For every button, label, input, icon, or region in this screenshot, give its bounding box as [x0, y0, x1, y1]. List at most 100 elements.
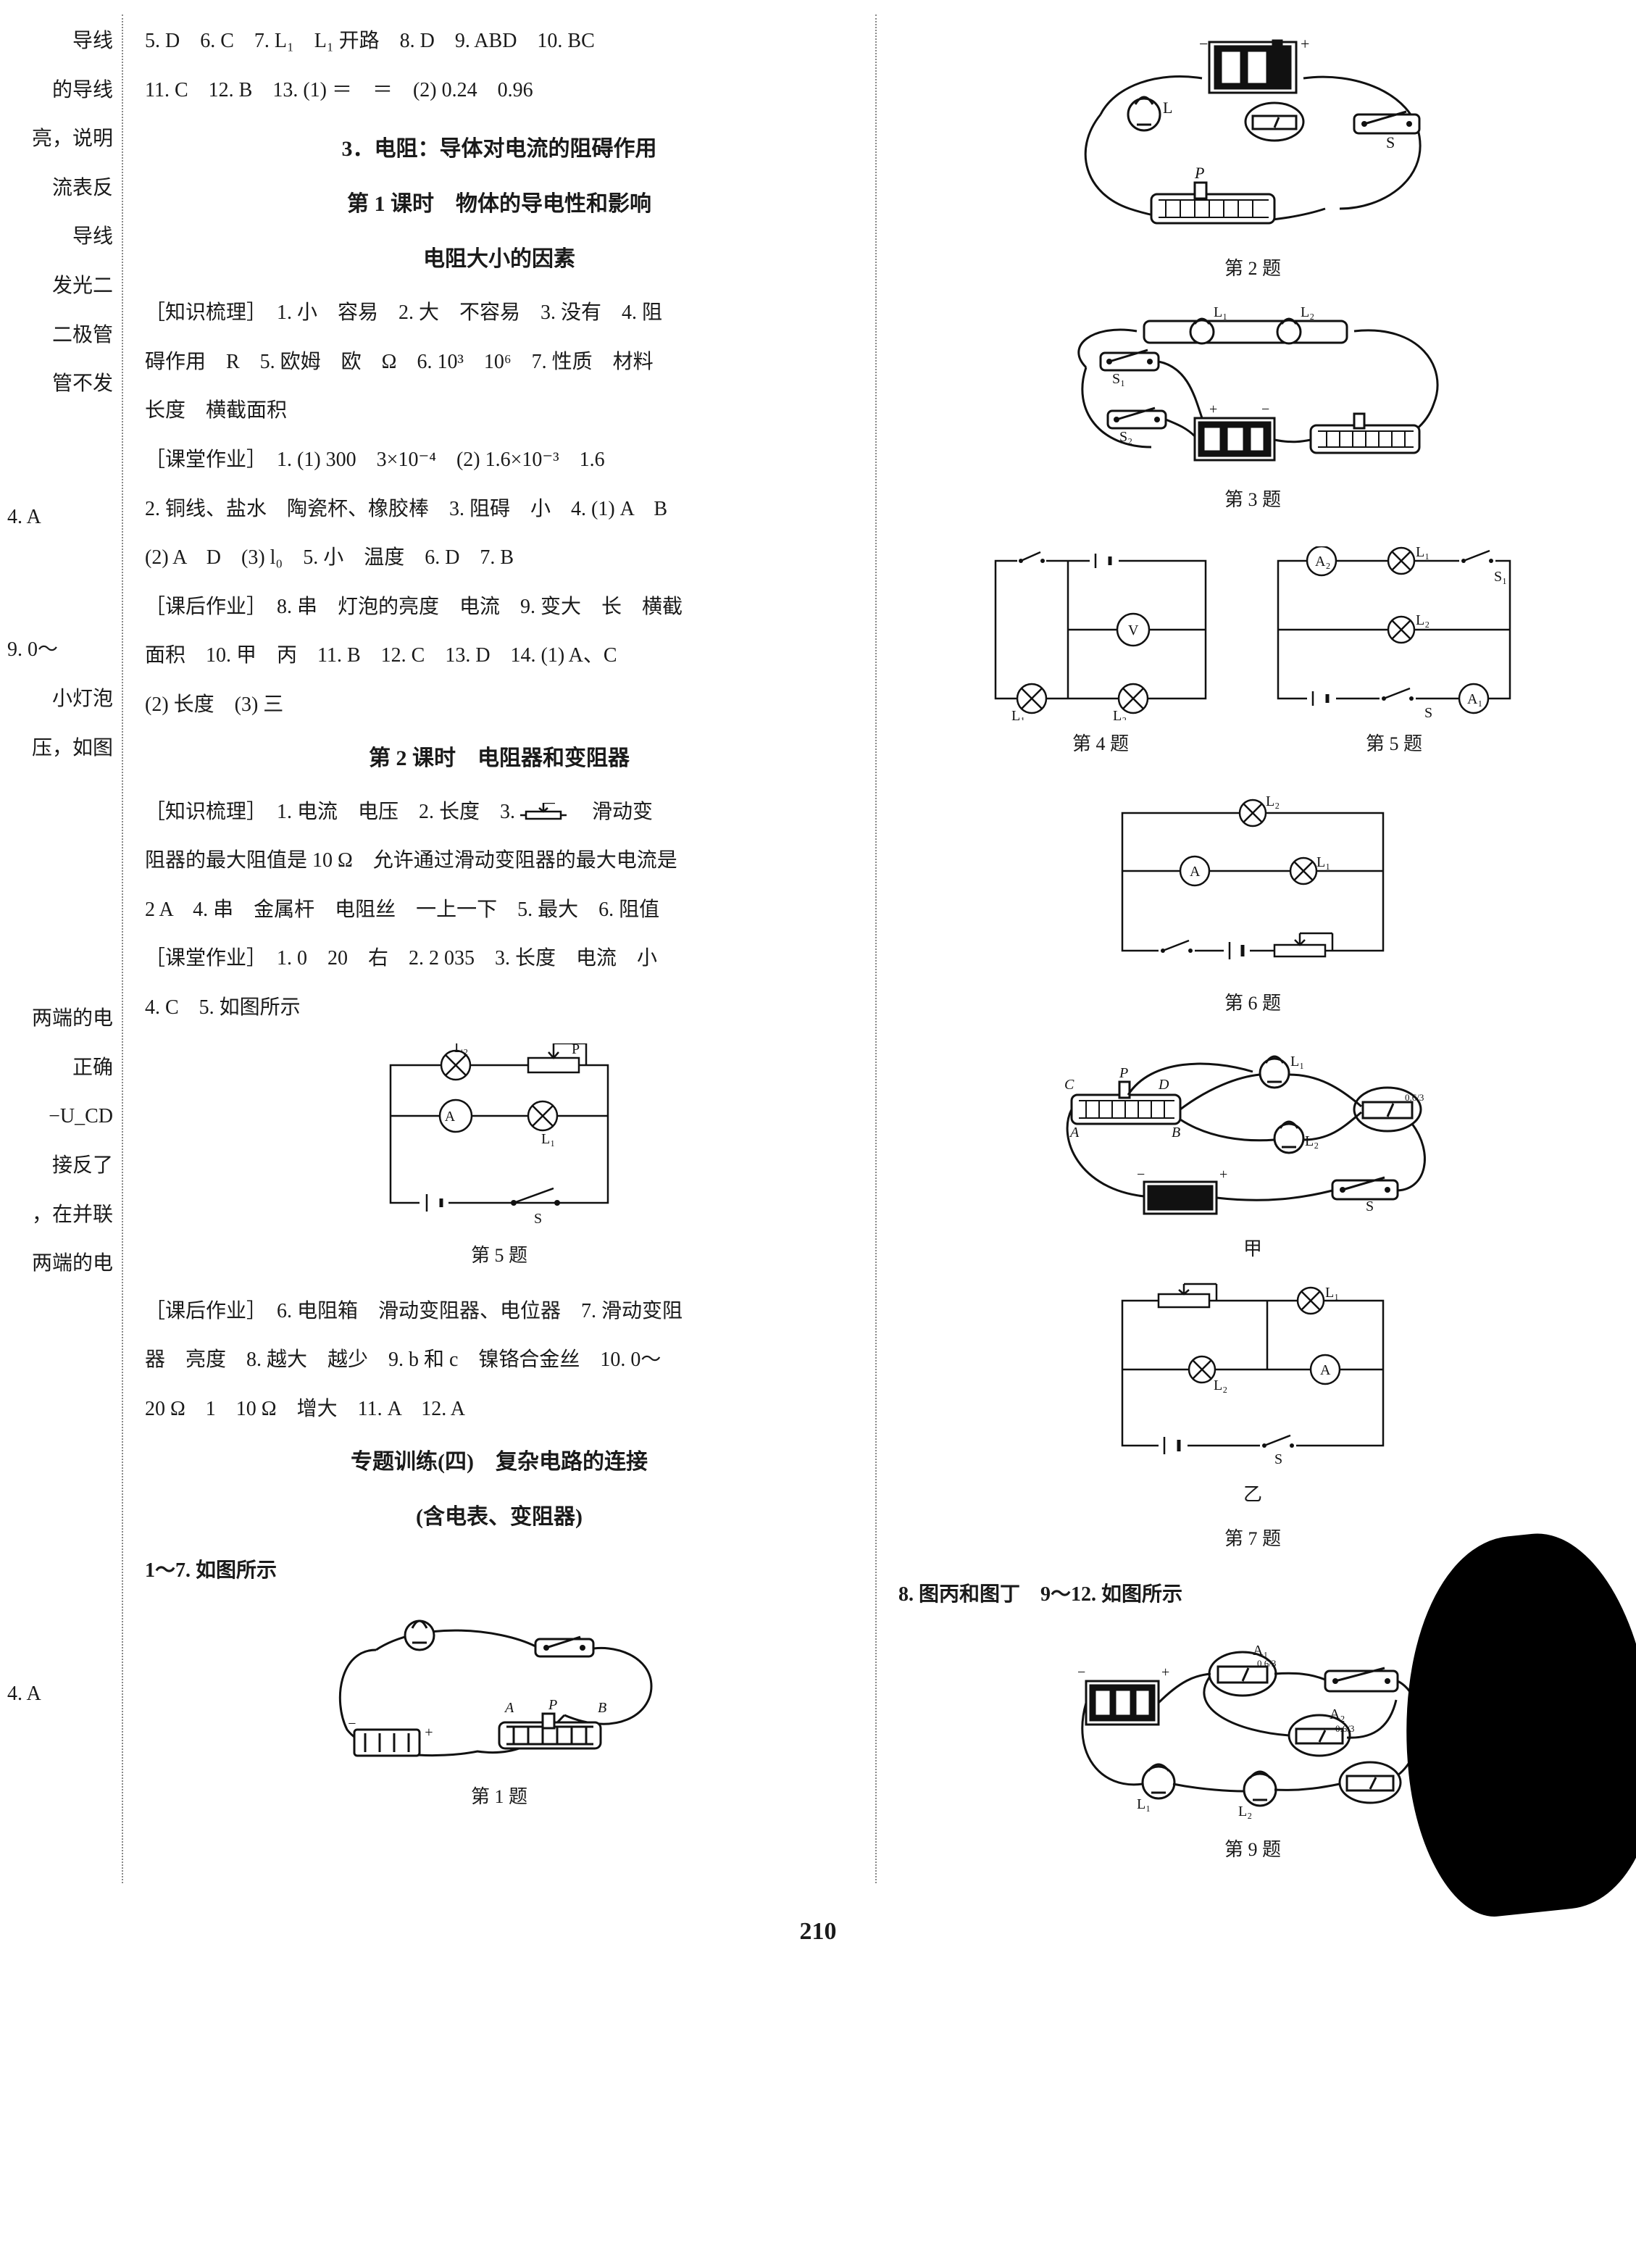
frag: 9. 0～	[7, 628, 113, 672]
middle-column: 5. D 6. C 7. L₁ L₁ 开路 8. D 9. ABD 10. BC…	[123, 14, 877, 1883]
frag: 小灯泡	[7, 677, 113, 722]
label: +	[1219, 1167, 1227, 1183]
label: P	[548, 1697, 557, 1713]
label: P	[1194, 164, 1204, 182]
frag: 压，如图	[7, 726, 113, 771]
label: L₁	[1137, 1796, 1151, 1812]
circuit-q3-icon: L₁ L₂ S₁ S₂ + −	[1043, 302, 1463, 476]
label: L	[1163, 99, 1172, 117]
label: S₂	[1119, 429, 1132, 445]
label: L₂	[1416, 612, 1430, 628]
svg-text:0.6/3: 0.6/3	[1257, 1658, 1276, 1669]
answer-line: 20 Ω 1 10 Ω 增大 11. A 12. A	[145, 1387, 854, 1432]
text: 1～7. 如图所示	[145, 1559, 277, 1582]
text: ［知识梳理］ 1. 电流 电压 2. 长度 3.	[145, 801, 520, 823]
label: L₁	[541, 1131, 555, 1147]
label: A	[504, 1700, 514, 1716]
label: −	[1077, 1664, 1085, 1680]
right-column: − + L S P 第 2 题	[877, 14, 1629, 1883]
answer-line: 4. C 5. 如图所示	[145, 985, 854, 1030]
label: +	[424, 1725, 434, 1740]
label: L₁	[1316, 854, 1330, 870]
answer-line: 1～7. 如图所示	[145, 1548, 854, 1593]
answer-line: 碍作用 R 5. 欧姆 欧 Ω 6. 10³ 10⁶ 7. 性质 材料	[145, 340, 854, 385]
answer-line: ［课后作业］ 6. 电阻箱 滑动变阻器、电位器 7. 滑动变阻	[145, 1289, 854, 1334]
answer-line: (2) 长度 (3) 三	[145, 683, 854, 727]
caption: 乙	[898, 1474, 1607, 1515]
figure: L₁ L₂ S₁ S₂ + −	[898, 302, 1607, 476]
figure: V L₁ L₂	[981, 546, 1220, 720]
frag: 两端的电	[7, 996, 113, 1041]
answer-line: ［知识梳理］ 1. 小 容易 2. 大 不容易 3. 没有 4. 阻	[145, 291, 854, 335]
circuit-q6-icon: L₂ A L₁	[1101, 791, 1405, 980]
label: P	[1119, 1065, 1128, 1081]
answer-line: 11. C 12. B 13. (1) ＝ ＝ (2) 0.24 0.96	[145, 68, 854, 113]
label: B	[1172, 1125, 1180, 1141]
label: A₁	[1467, 691, 1482, 707]
caption: 第 2 题	[898, 248, 1607, 289]
label: −	[1199, 35, 1208, 53]
figure: L₂ P A L₁ S	[145, 1043, 854, 1232]
label: L₁	[1290, 1054, 1304, 1070]
svg-text:0.6/3: 0.6/3	[1335, 1723, 1354, 1734]
answer-line: 5. D 6. C 7. L₁ L₁ 开路 8. D 9. ABD 10. BC	[145, 19, 854, 64]
page: 导线 的导线 亮，说明 流表反 导线 发光二 二极管 管不发 4. A 9. 0…	[7, 14, 1629, 1883]
label: S₁	[1112, 371, 1125, 387]
frag: 4. A	[7, 1672, 113, 1717]
frag: 正确	[7, 1046, 113, 1091]
label: L₁	[1325, 1285, 1339, 1301]
caption: 甲	[898, 1228, 1607, 1270]
circuit-q5-icon: A₂ L₁ S₁ L₂ S A₁	[1264, 546, 1524, 720]
frag: 二极管	[7, 313, 113, 358]
label: C	[1064, 1077, 1074, 1093]
label: −	[1137, 1167, 1145, 1183]
frag: 两端的电	[7, 1241, 113, 1286]
frag: 发光二	[7, 264, 113, 309]
label: S	[1424, 705, 1432, 720]
label: L₂	[454, 1043, 468, 1056]
label: A	[1320, 1362, 1331, 1378]
label: L₁	[1416, 546, 1430, 560]
section-title: 3．电阻：导体对电流的阻碍作用	[145, 125, 854, 173]
label: S	[534, 1211, 542, 1227]
label: A	[1190, 864, 1201, 880]
circuit-q7-yi-icon: L₁ L₂ A S	[1101, 1283, 1405, 1471]
answer-line: ［课堂作业］ 1. 0 20 右 2. 2 035 3. 长度 电流 小	[145, 936, 854, 981]
rheostat-symbol-icon	[520, 803, 567, 822]
frag: ，在并联	[7, 1193, 113, 1238]
answer-line: ［课后作业］ 8. 串 灯泡的亮度 电流 9. 变大 长 横截	[145, 585, 854, 630]
topic-title: (含电表、变阻器)	[145, 1493, 854, 1541]
label: +	[1301, 35, 1309, 53]
caption: 第 4 题	[981, 723, 1220, 764]
circuit-q4-icon: V L₁ L₂	[981, 546, 1220, 720]
answer-line: 长度 横截面积	[145, 388, 854, 433]
figure: L₁ L₂ A S	[898, 1283, 1607, 1471]
frag: 管不发	[7, 362, 113, 407]
figure: − + L S P	[898, 28, 1607, 245]
frag: 的导线	[7, 68, 113, 113]
page-number: 210	[7, 1905, 1629, 1959]
label: +	[1161, 1664, 1169, 1680]
label: +	[1209, 401, 1217, 417]
label: A	[445, 1109, 456, 1125]
circuit-q7-jia-icon: C P D A B L₁ L₂ S − + 0.6/3	[1050, 1037, 1456, 1225]
frag: 导线	[7, 214, 113, 259]
answer-line: ［课堂作业］ 1. (1) 300 3×10⁻⁴ (2) 1.6×10⁻³ 1.…	[145, 438, 854, 483]
label: S	[1274, 1451, 1282, 1467]
label: A	[1069, 1125, 1080, 1141]
frag: −U_CD	[7, 1094, 113, 1139]
lesson-title: 第 1 课时 物体的导电性和影响	[145, 180, 854, 228]
circuit-q9-icon: − + A₁ A₂ L₁ L₂ 0.6/3 0.6/3	[1057, 1630, 1448, 1826]
label: L₂	[1301, 304, 1314, 320]
caption: 第 6 题	[898, 983, 1607, 1024]
frag: 流表反	[7, 166, 113, 211]
caption: 第 5 题	[145, 1235, 854, 1276]
figure: L₂ A L₁	[898, 791, 1607, 980]
answer-line: 阻器的最大阻值是 10 Ω 允许通过滑动变阻器的最大电流是	[145, 838, 854, 883]
circuit-q1-icon: A P B − +	[311, 1606, 688, 1773]
label: V	[1128, 622, 1139, 638]
label: B	[598, 1700, 606, 1716]
text: 8. 图丙和图丁 9～12. 如图所示	[898, 1583, 1182, 1606]
caption: 第 5 题	[1264, 723, 1524, 764]
svg-text:0.6/3: 0.6/3	[1405, 1092, 1424, 1103]
